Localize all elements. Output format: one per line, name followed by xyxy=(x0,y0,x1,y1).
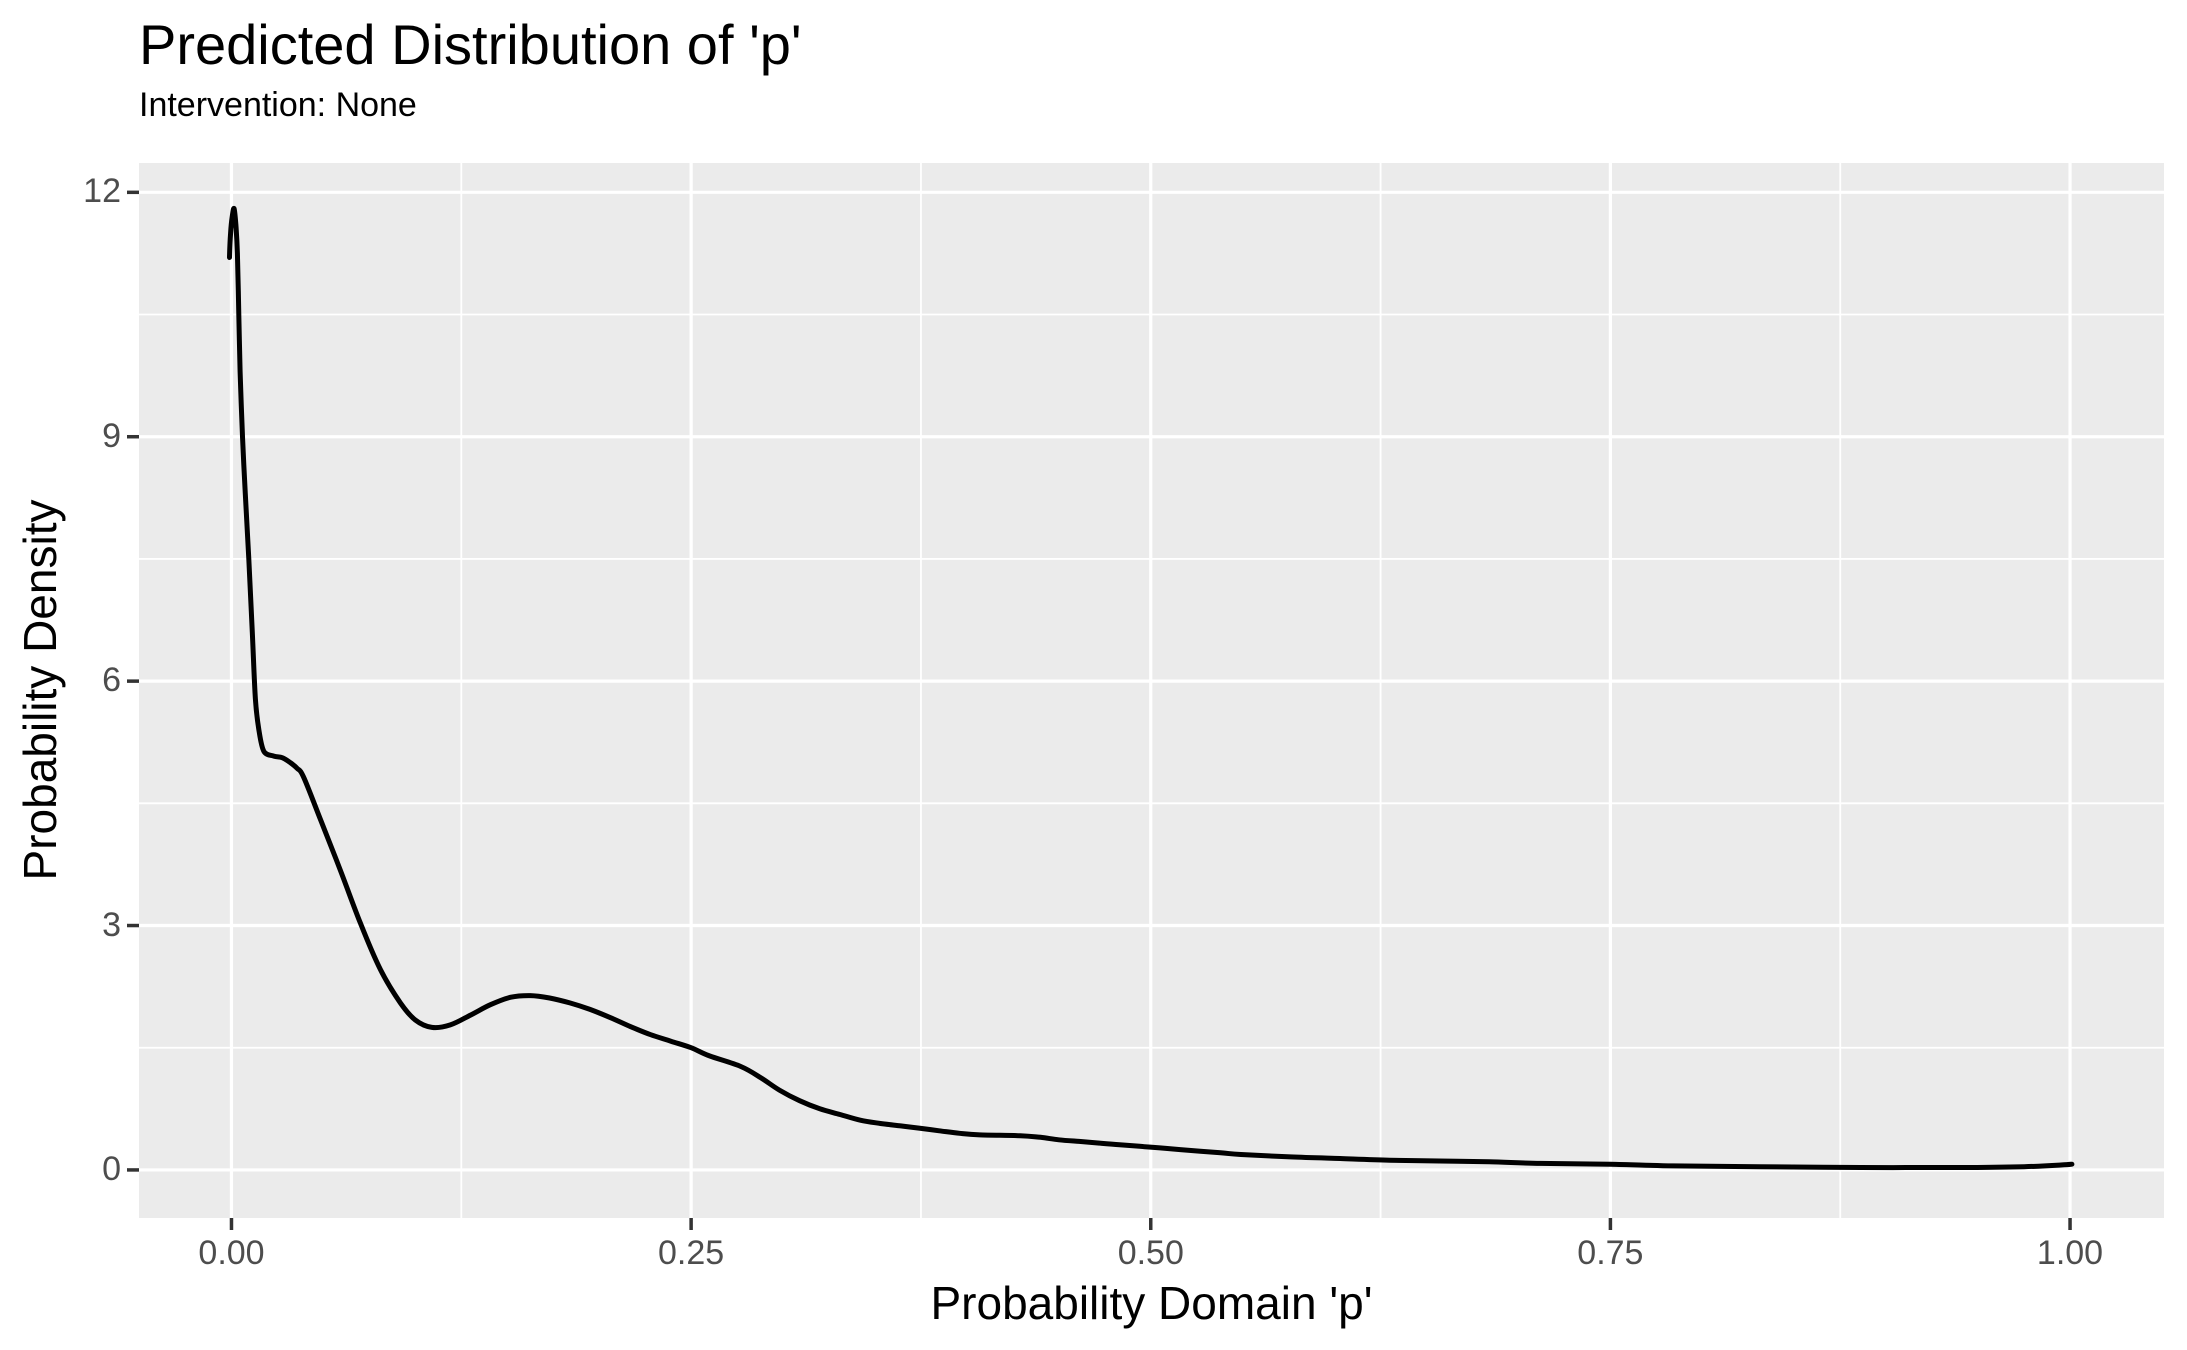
y-tick-label: 0 xyxy=(102,1149,121,1188)
y-tick-label: 9 xyxy=(102,416,121,455)
x-tick-label: 0.25 xyxy=(658,1234,725,1272)
x-tick-label: 0.75 xyxy=(1577,1234,1644,1272)
x-axis-title: Probability Domain 'p' xyxy=(930,1277,1373,1329)
y-tick-label: 3 xyxy=(102,905,121,944)
x-tick-label: 1.00 xyxy=(2036,1234,2104,1272)
y-tick-label: 12 xyxy=(83,172,121,211)
x-tick-label: 0.50 xyxy=(1117,1234,1184,1272)
density-curve xyxy=(227,205,2075,1171)
y-tick-label: 6 xyxy=(102,661,121,700)
plot-subtitle: Intervention: None xyxy=(139,86,417,124)
x-tick-label: 0.00 xyxy=(198,1234,265,1272)
plot-title: Predicted Distribution of 'p' xyxy=(139,13,802,76)
